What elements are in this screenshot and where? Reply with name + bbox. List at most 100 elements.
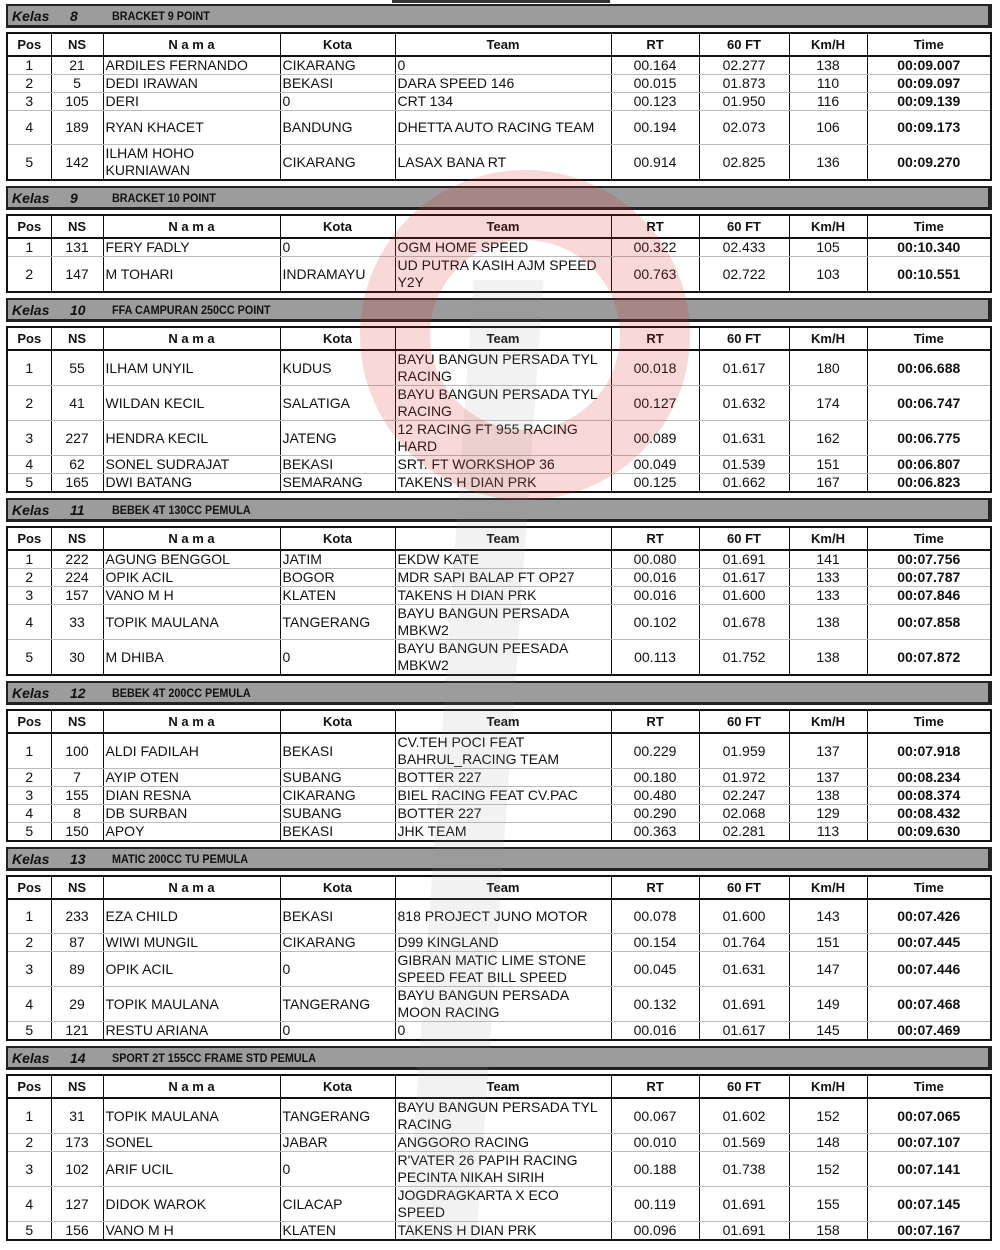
cell-60ft: 01.972 [698, 768, 789, 787]
cell-ns: 131 [50, 238, 103, 257]
cell-kota: 0 [279, 639, 395, 675]
cell-kota: BEKASI [279, 74, 395, 93]
cell-ns: 5 [50, 74, 103, 93]
column-header-team: Team [394, 33, 611, 57]
cell-time: 00:06.823 [866, 473, 991, 492]
cell-team: BAYU BANGUN PERSADA TYL RACING [394, 1098, 611, 1134]
cell-nama: EZA CHILD [102, 899, 280, 934]
kelas-header: Kelas 12 BEBEK 4T 200CC PEMULA [6, 681, 992, 705]
cell-kota: BEKASI [279, 899, 395, 934]
cell-kota: BOGOR [279, 568, 395, 587]
column-header-nama: N a m a [102, 215, 280, 239]
cell-rt: 00.018 [610, 350, 699, 386]
cell-kmh: 113 [788, 822, 867, 841]
cell-team: BAYU BANGUN PERSADA TYL RACING [394, 350, 611, 386]
column-header-pos: Pos [6, 33, 51, 57]
table-row: 3 227 HENDRA KECIL JATENG 12 RACING FT 955 R… [6, 420, 991, 456]
column-header-rt: RT [610, 710, 699, 734]
cell-kmh: 158 [788, 1221, 867, 1240]
cell-kota: JATENG [279, 420, 395, 456]
column-header-time: Time [866, 327, 991, 351]
cell-kota: INDRAMAYU [279, 256, 395, 292]
column-header-60ft: 60 FT [698, 215, 789, 239]
cell-pos: 5 [6, 473, 51, 492]
table-row: 3 155 DIAN RESNA CIKARANG BIEL RACING FEAT C… [6, 786, 991, 805]
kelas-number: 9 [70, 189, 78, 206]
cell-kota: CIKARANG [279, 933, 395, 952]
cell-ns: 147 [50, 256, 103, 292]
table-row: 2 7 AYIP OTEN SUBANG BOTTER 227 00.180 01.972 1… [6, 768, 991, 787]
cell-ns: 157 [50, 586, 103, 605]
table-row: 4 62 SONEL SUDRAJAT BEKASI SRT. FT WORKSHOP … [6, 455, 991, 474]
column-header-kmh: Km/H [788, 215, 867, 239]
cell-team: OGM HOME SPEED [394, 238, 611, 257]
cell-rt: 00.089 [610, 420, 699, 456]
cell-ns: 155 [50, 786, 103, 805]
cell-60ft: 02.433 [698, 238, 789, 257]
cell-pos: 5 [6, 639, 51, 675]
column-header-kmh: Km/H [788, 327, 867, 351]
cell-pos: 3 [6, 92, 51, 111]
cell-kmh: 129 [788, 804, 867, 823]
cell-time: 00:09.007 [866, 56, 991, 75]
cell-kmh: 133 [788, 586, 867, 605]
cell-pos: 1 [6, 733, 51, 769]
cell-rt: 00.188 [610, 1151, 699, 1187]
cell-60ft: 02.722 [698, 256, 789, 292]
cell-nama: RESTU ARIANA [102, 1021, 280, 1040]
column-header-rt: RT [610, 327, 699, 351]
cell-nama: TOPIK MAULANA [102, 604, 280, 640]
cell-pos: 1 [6, 1098, 51, 1134]
cell-kota: 0 [279, 92, 395, 111]
cell-rt: 00.049 [610, 455, 699, 474]
cell-time: 00:06.747 [866, 385, 991, 421]
cell-kota: KLATEN [279, 586, 395, 605]
cell-time: 00:07.469 [866, 1021, 991, 1040]
cell-team: BIEL RACING FEAT CV.PAC [394, 786, 611, 805]
column-header-60ft: 60 FT [698, 710, 789, 734]
column-header-team: Team [394, 215, 611, 239]
table-header-row: Pos NS N a m a Kota Team RT 60 FT Km/H Time [6, 527, 991, 551]
cell-rt: 00.067 [610, 1098, 699, 1134]
cell-time: 00:09.097 [866, 74, 991, 93]
column-header-nama: N a m a [102, 327, 280, 351]
cell-kota: JATIM [279, 550, 395, 569]
cell-ns: 41 [50, 385, 103, 421]
column-header-ns: NS [50, 527, 103, 551]
column-header-pos: Pos [6, 876, 51, 900]
column-header-60ft: 60 FT [698, 876, 789, 900]
table-row: 3 89 OPIK ACIL 0 GIBRAN MATIC LIME STONE SPE… [6, 951, 991, 987]
column-header-team: Team [394, 876, 611, 900]
cell-kota: BEKASI [279, 455, 395, 474]
cell-nama: DEDI IRAWAN [102, 74, 280, 93]
cell-nama: AGUNG BENGGOL [102, 550, 280, 569]
table-row: 4 8 DB SURBAN SUBANG BOTTER 227 00.290 02.068 1… [6, 804, 991, 823]
kelas-number: 8 [70, 7, 78, 24]
cell-rt: 00.229 [610, 733, 699, 769]
kelas-title: SPORT 2T 155CC FRAME STD PEMULA [112, 1050, 317, 1065]
cell-60ft: 01.764 [698, 933, 789, 952]
cell-kota: 0 [279, 1021, 395, 1040]
column-header-kmh: Km/H [788, 33, 867, 57]
cell-nama: TOPIK MAULANA [102, 986, 280, 1022]
column-header-pos: Pos [6, 527, 51, 551]
cell-ns: 62 [50, 455, 103, 474]
column-header-kmh: Km/H [788, 527, 867, 551]
cell-kota: SUBANG [279, 768, 395, 787]
kelas-number: 14 [70, 1049, 86, 1066]
cell-time: 00:07.468 [866, 986, 991, 1022]
cell-60ft: 01.569 [698, 1133, 789, 1152]
column-header-rt: RT [610, 1075, 699, 1099]
cell-team: CRT 134 [394, 92, 611, 111]
kelas-label: Kelas [12, 7, 50, 24]
cell-kmh: 162 [788, 420, 867, 456]
cell-kota: BEKASI [279, 733, 395, 769]
cell-nama: DERI [102, 92, 280, 111]
cell-team: BAYU BANGUN PERSADA TYL RACING [394, 385, 611, 421]
cell-team: R'VATER 26 PAPIH RACING PECINTA NIKAH SI… [394, 1151, 611, 1187]
cell-rt: 00.180 [610, 768, 699, 787]
cell-kmh: 151 [788, 455, 867, 474]
column-header-rt: RT [610, 876, 699, 900]
cell-team: GIBRAN MATIC LIME STONE SPEED FEAT BILL … [394, 951, 611, 987]
cell-time: 00:09.270 [866, 144, 991, 180]
